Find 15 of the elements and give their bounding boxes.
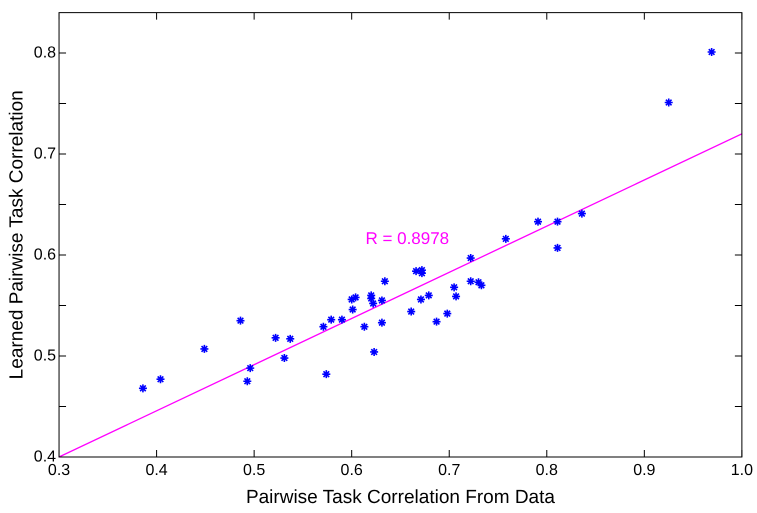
y-tick-label: 0.7 xyxy=(34,145,56,162)
x-tick-label: 0.8 xyxy=(536,462,558,480)
x-tick-label: 0.7 xyxy=(438,462,460,480)
x-tick-label: 0.9 xyxy=(633,462,656,480)
y-axis-title: Learned Pairwise Task Correlation xyxy=(6,90,28,380)
x-tick-label: 0.3 xyxy=(48,462,70,480)
y-tick-label: 0.6 xyxy=(34,246,56,264)
y-tick-label: 0.5 xyxy=(34,347,56,364)
x-tick-label: 0.6 xyxy=(340,462,363,480)
x-tick-label: 0.4 xyxy=(145,462,168,480)
annotation: R = 0.8978 xyxy=(365,228,450,248)
x-tick-label: 0.5 xyxy=(243,462,266,480)
y-tick-label: 0.8 xyxy=(34,44,56,62)
x-tick-label: 1.0 xyxy=(730,462,754,480)
x-axis-title: Pairwise Task Correlation From Data xyxy=(246,486,556,508)
